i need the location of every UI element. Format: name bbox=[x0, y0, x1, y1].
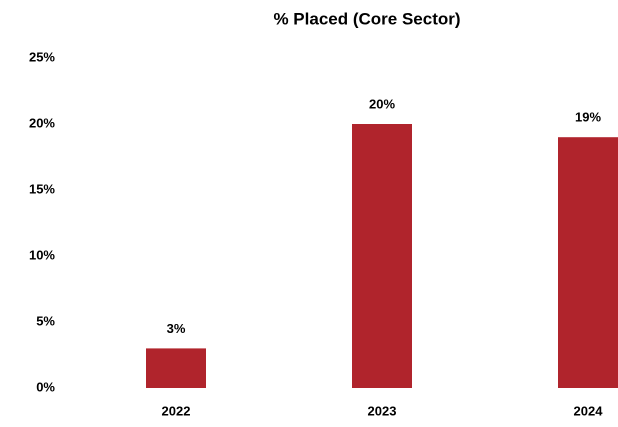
bar bbox=[352, 124, 412, 388]
x-tick-label: 2023 bbox=[368, 403, 397, 418]
y-tick-label: 10% bbox=[29, 247, 55, 262]
y-tick-label: 5% bbox=[36, 313, 55, 328]
y-tick-label: 25% bbox=[29, 49, 55, 64]
x-tick-label: 2024 bbox=[574, 403, 604, 418]
x-tick-label: 2022 bbox=[162, 403, 191, 418]
y-tick-label: 0% bbox=[36, 379, 55, 394]
bar bbox=[146, 348, 206, 388]
y-tick-label: 20% bbox=[29, 115, 55, 130]
value-label: 19% bbox=[575, 110, 601, 125]
chart-title: % Placed (Core Sector) bbox=[273, 9, 460, 28]
value-label: 20% bbox=[369, 96, 395, 111]
bar bbox=[558, 137, 618, 388]
y-tick-label: 15% bbox=[29, 181, 55, 196]
value-label: 3% bbox=[167, 321, 186, 336]
